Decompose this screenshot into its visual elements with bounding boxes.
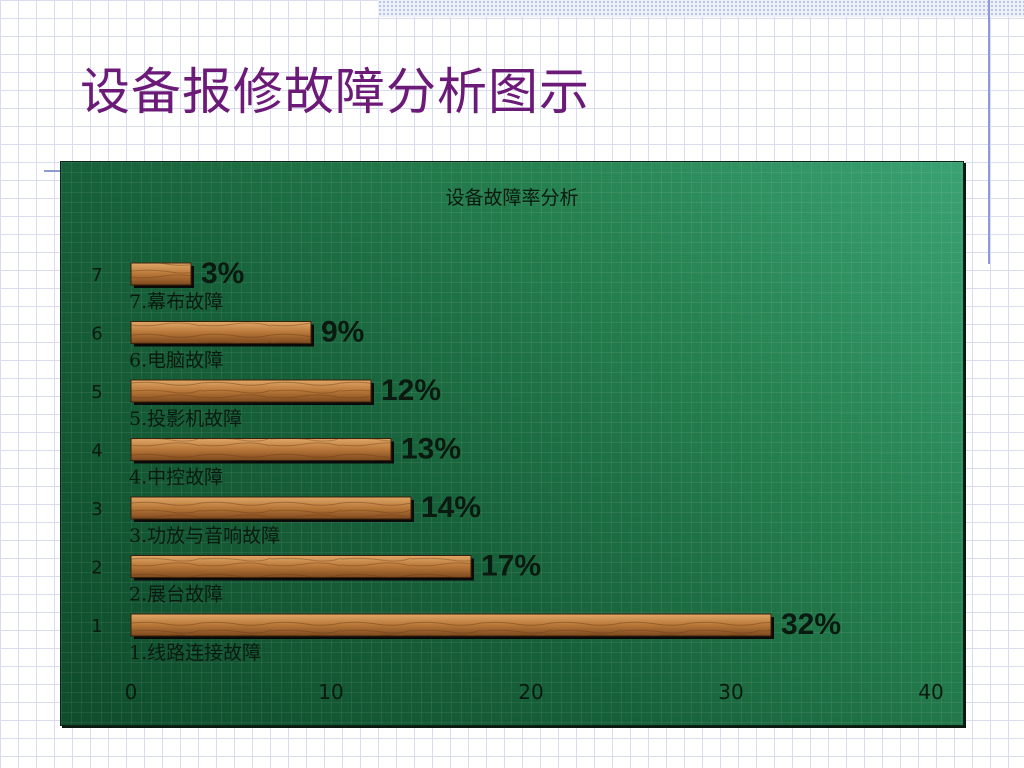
bar-grain (131, 614, 771, 636)
bars-group: 1 32% 1.线路连接故障 2 17% 2.展台故障 3 14% 3.功放与音响故障 4 13% 4… (91, 257, 943, 704)
value-label: 9% (321, 316, 364, 349)
x-tick-label: 40 (918, 680, 943, 704)
bar-grain (131, 438, 391, 461)
x-tick-label: 30 (718, 680, 743, 704)
bar-grain (131, 263, 191, 285)
value-label: 14% (421, 491, 481, 524)
category-label: 4 (91, 441, 102, 462)
category-label: 2 (91, 558, 102, 579)
bar-name-label: 1.线路连接故障 (129, 642, 261, 664)
right-decor-line (988, 0, 990, 264)
chart-title: 设备故障率分析 (445, 187, 578, 209)
x-tick-label: 10 (318, 680, 343, 704)
category-label: 6 (91, 324, 102, 345)
bar-name-label: 4.中控故障 (129, 467, 223, 489)
bar-grain (131, 555, 471, 578)
value-label: 12% (381, 374, 441, 407)
bar-grain (131, 497, 411, 519)
bar-grain (131, 321, 311, 344)
value-label: 32% (781, 608, 841, 641)
bar-name-label: 2.展台故障 (129, 584, 223, 606)
bar-name-label: 5.投影机故障 (129, 408, 242, 430)
bar-grain (131, 380, 371, 402)
bar-name-label: 6.电脑故障 (129, 350, 223, 372)
left-decor-mark (44, 170, 66, 172)
bar-name-label: 3.功放与音响故障 (129, 525, 280, 547)
value-label: 3% (201, 257, 244, 290)
category-label: 7 (91, 265, 102, 286)
bar-name-label: 7.幕布故障 (129, 291, 223, 313)
category-label: 5 (91, 382, 102, 403)
x-tick-label: 0 (125, 680, 138, 704)
chart-panel: 设备故障率分析 1 32% 1.线路连接故障 2 17% 2.展台故障 3 14% 3.功放与音… (60, 161, 964, 726)
value-label: 13% (401, 433, 461, 466)
category-label: 1 (91, 616, 102, 637)
bar-chart: 设备故障率分析 1 32% 1.线路连接故障 2 17% 2.展台故障 3 14% 3.功放与音… (91, 187, 943, 704)
x-tick-label: 20 (518, 680, 543, 704)
top-decor-band (378, 0, 1024, 17)
slide-title: 设备报修故障分析图示 (80, 63, 590, 121)
category-label: 3 (91, 499, 102, 520)
value-label: 17% (481, 550, 541, 583)
